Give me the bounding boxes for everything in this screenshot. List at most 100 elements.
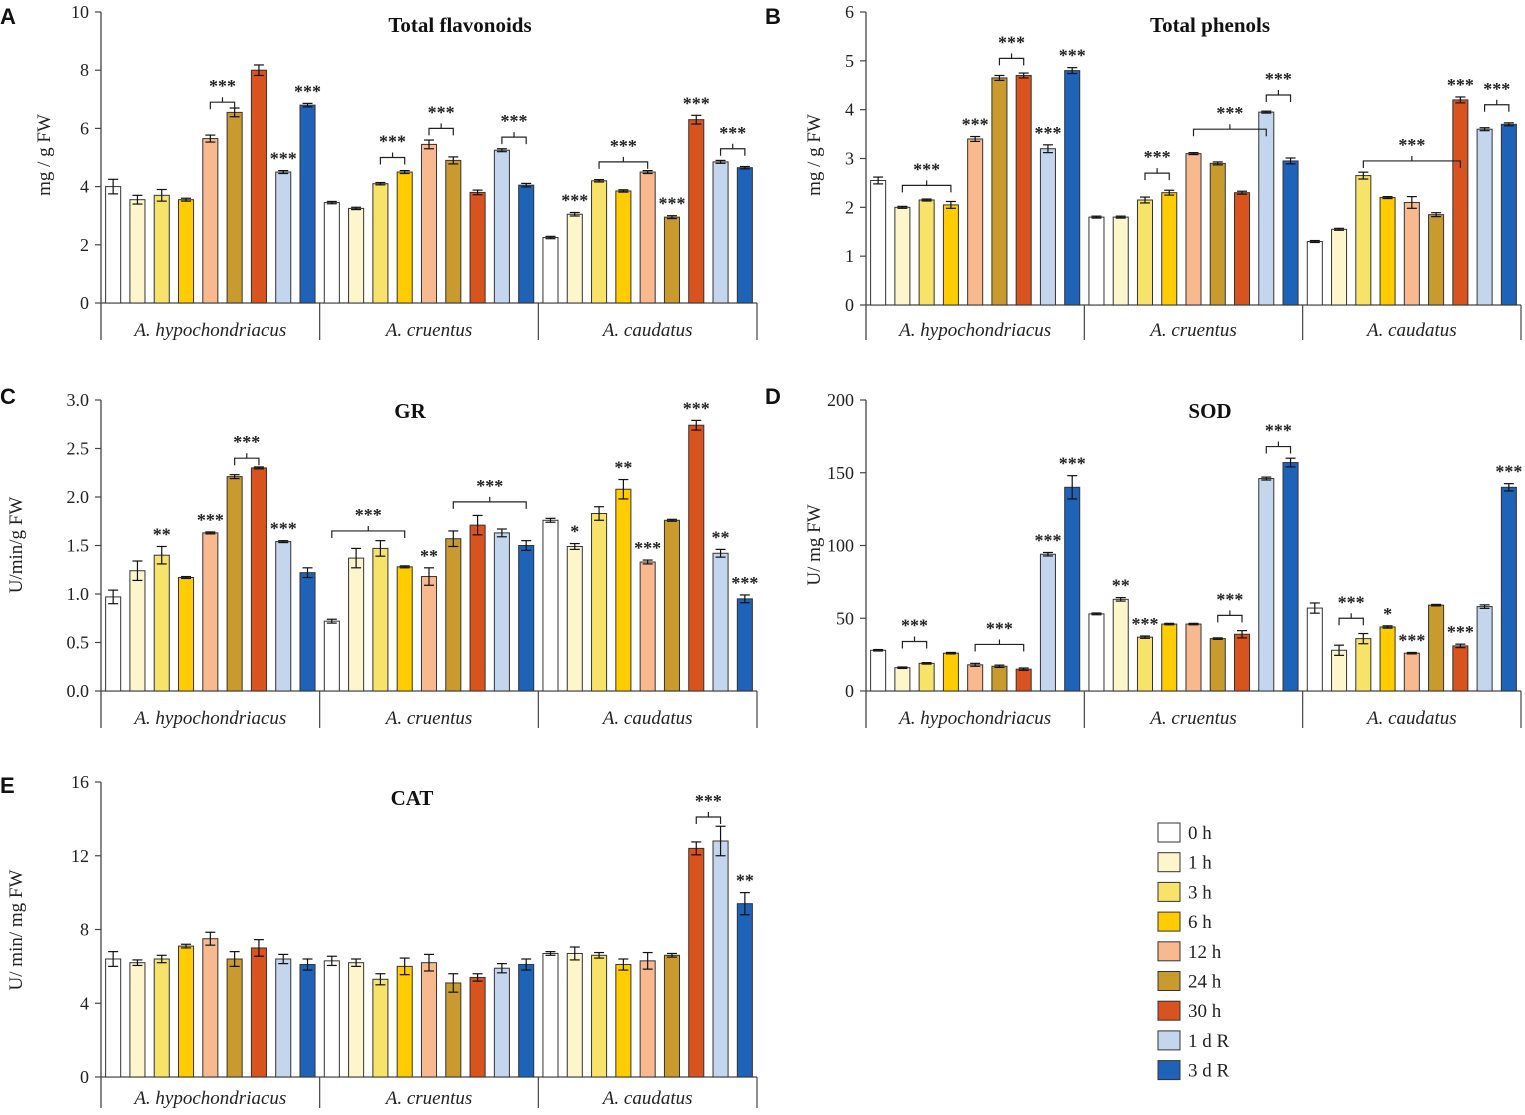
significance-label: ***	[561, 190, 588, 210]
y-tick-label: 2	[80, 235, 89, 255]
y-tick-label: 3.0	[67, 390, 90, 410]
bar	[178, 199, 195, 304]
bar	[591, 180, 608, 304]
significance-label: ***	[379, 132, 406, 152]
y-tick-label: 5	[845, 51, 854, 71]
bar	[639, 171, 656, 304]
y-axis-label: U/ mg FW	[804, 504, 825, 585]
bar	[615, 190, 632, 304]
bar	[542, 952, 559, 1078]
panel-c: C GR U/min/g FW 0.0 0.5 1.0 1.5 2.0 2.5 3.0 A. hyp…	[0, 384, 758, 729]
significance-label: ***	[634, 538, 661, 558]
group-label: A. hypochondriacus	[132, 320, 286, 341]
significance-bracket	[598, 156, 649, 169]
y-tick-label: 6	[845, 2, 854, 22]
bar	[323, 960, 340, 1078]
bar	[323, 202, 340, 304]
bar	[1355, 175, 1372, 306]
bar	[1379, 626, 1396, 692]
chart-title: CAT	[391, 786, 434, 810]
group-label: A. cruentus	[1148, 708, 1237, 729]
bar	[1185, 623, 1202, 692]
significance-label: ***	[428, 102, 455, 122]
significance-label: ***	[1216, 103, 1243, 123]
bar	[348, 207, 365, 304]
bar	[348, 962, 365, 1078]
bar	[105, 958, 122, 1078]
bar	[1403, 201, 1420, 306]
bar	[1452, 645, 1469, 692]
y-tick-label: 2.0	[67, 487, 90, 507]
significance-label: ***	[962, 115, 989, 135]
bar	[1500, 486, 1517, 692]
bar	[420, 962, 438, 1078]
legend-swatch	[1157, 1030, 1181, 1051]
bar	[178, 945, 195, 1078]
significance-label: ***	[658, 194, 685, 214]
bar	[1258, 478, 1275, 692]
significance-label: ***	[1059, 46, 1086, 66]
significance-label: ***	[1483, 79, 1510, 99]
y-tick-label: 3	[845, 149, 854, 169]
bar	[469, 976, 486, 1078]
bar	[967, 664, 984, 692]
bar	[663, 519, 680, 692]
bar	[469, 524, 486, 692]
bar	[1112, 598, 1129, 692]
legend-label: 24 h	[1188, 972, 1222, 993]
bar	[1064, 70, 1081, 306]
significance-bracket	[695, 812, 722, 825]
bar	[105, 596, 122, 692]
bar	[250, 947, 267, 1078]
significance-bracket	[1192, 124, 1267, 137]
bar	[991, 665, 1008, 692]
panel-letter: C	[0, 384, 16, 409]
bar	[202, 138, 219, 304]
significance-label: ***	[719, 123, 746, 143]
legend-label: 30 h	[1188, 1001, 1222, 1022]
y-tick-label: 4	[80, 177, 89, 197]
significance-label: ***	[683, 93, 710, 113]
significance-bracket	[1484, 99, 1510, 112]
bar	[1088, 613, 1105, 692]
panel-letter: E	[0, 773, 15, 798]
bar	[1282, 160, 1299, 306]
significance-bracket	[1265, 441, 1292, 454]
significance-label: ***	[901, 616, 928, 636]
bar	[1282, 462, 1299, 692]
legend-label: 1 d R	[1188, 1031, 1230, 1052]
group-label: A. hypochondriacus	[897, 320, 1051, 341]
bar	[299, 104, 316, 304]
bar	[1379, 197, 1396, 306]
significance-label: ***	[998, 32, 1025, 52]
chart-title: GR	[394, 399, 426, 423]
bar	[639, 561, 656, 692]
legend-swatch	[1157, 941, 1181, 962]
chart-title: Total phenols	[1150, 13, 1270, 37]
bar	[226, 476, 243, 692]
significance-label: ***	[610, 136, 637, 156]
bar	[1039, 148, 1056, 306]
group-label: A. cruentus	[384, 708, 473, 729]
bar	[202, 532, 219, 692]
bar	[967, 138, 984, 306]
bar	[518, 964, 535, 1078]
bar	[493, 967, 510, 1078]
bar	[469, 191, 486, 304]
legend-label: 0 h	[1188, 823, 1212, 844]
bar	[1428, 214, 1445, 306]
significance-bracket	[1144, 168, 1170, 181]
bar	[942, 652, 959, 692]
panel-d: D SOD U/ mg FW 0 50 100 150 200 A. hypochondriac…	[765, 384, 1522, 729]
bar	[566, 545, 583, 692]
bar	[372, 978, 389, 1078]
group-label: A. cruentus	[384, 1088, 473, 1109]
bar	[445, 538, 462, 692]
significance-label: ***	[355, 505, 382, 525]
group-label: A. hypochondriacus	[132, 708, 286, 729]
y-tick-label: 0	[845, 681, 854, 701]
significance-label: ***	[1398, 135, 1425, 155]
y-tick-label: 16	[71, 772, 89, 792]
bar	[348, 557, 365, 692]
